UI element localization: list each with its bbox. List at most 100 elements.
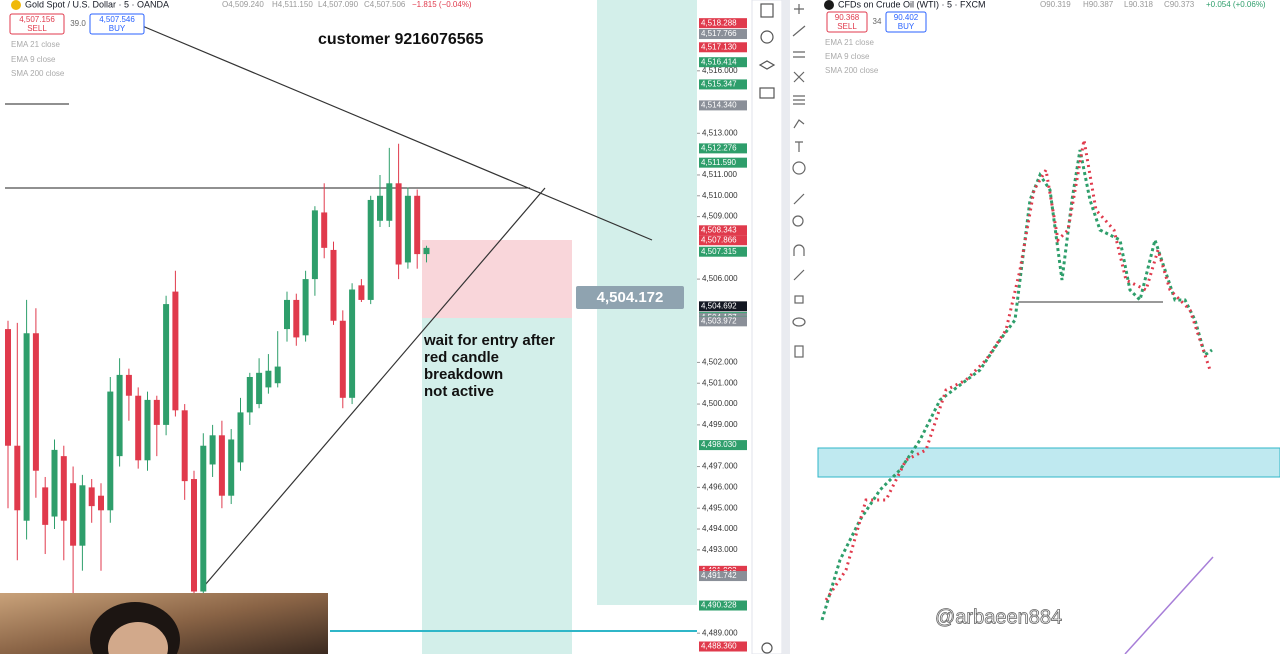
price-tag-label: 4,517.766 [701,29,737,38]
candle-body [284,299,290,330]
price-tag [699,316,747,327]
candle-body [218,435,225,496]
price-tag [699,235,747,246]
price-tag-label: 4,488.360 [701,642,737,651]
ohlc: O4,509.240 [222,0,264,9]
candle-body [274,366,281,384]
y-tick-label: 4,513.000 [702,128,738,137]
price-tag [699,225,747,236]
ohlc: L4,507.090 [318,0,359,9]
left-plot [0,0,697,654]
tool-icon[interactable] [794,295,804,304]
ohlc: C4,507.506 [364,0,406,9]
candle-body [42,487,49,525]
candle-body [172,291,179,411]
tool-icon[interactable] [760,30,774,44]
ohlc: L90.318 [1124,0,1153,9]
tool-icon[interactable] [760,3,774,18]
y-tick-label: 4,511.000 [702,170,738,179]
candle-body [330,249,337,321]
price-tag [699,42,747,53]
candle-body [302,279,309,336]
sell-button[interactable] [826,11,868,33]
tool-icon[interactable] [793,119,805,129]
candle-body [237,412,244,463]
sell-price: 90.368 [835,13,860,22]
candle-body [23,333,30,521]
price-tag [699,440,747,451]
tool-icon[interactable] [759,87,775,99]
candle-body [32,333,39,471]
symbol: Gold Spot / U.S. Dollar · 5 · OANDA [25,0,169,9]
toolbar [751,0,783,655]
measure-label: 4,504.172 [597,289,664,306]
candle-body [51,449,58,517]
tool-icon[interactable] [793,269,805,281]
candle-body [125,374,132,396]
candle-body [228,439,235,496]
tool-icon[interactable] [792,215,804,227]
sell-label: SELL [27,24,47,33]
change: +0.054 (+0.06%) [1206,0,1266,9]
change: −1.815 (−0.04%) [412,0,472,9]
tool-icon[interactable] [795,141,803,152]
candle-body [70,483,77,546]
symbol-icon [11,0,21,10]
candles [5,143,430,607]
y-tick-label: 4,509.000 [702,212,738,221]
candle-body [88,487,95,507]
tool-icon[interactable] [793,95,805,105]
y-tick-label: 4,494.000 [702,524,738,533]
toolbar [790,0,816,654]
candle-body [404,195,411,263]
tool-icon[interactable] [792,317,806,327]
sell-button[interactable] [9,13,65,35]
tool-icon[interactable] [794,4,804,14]
measure-box [576,286,684,309]
price-tag-label: 4,511.590 [701,158,737,167]
tool-icon[interactable] [793,244,805,256]
candle-body [377,195,383,221]
price-tag [699,641,747,652]
indicator: EMA 21 close [11,40,60,49]
candle-body [60,456,67,521]
trend-line [204,187,546,586]
price-tag [699,29,747,40]
price-tag-label: 4,498.030 [701,440,737,449]
tool-icon[interactable] [758,60,776,70]
tool-icon[interactable] [794,345,804,358]
candle-body [98,495,104,511]
price-tag [699,571,747,582]
candle-body [144,399,151,461]
tool-icon[interactable] [793,71,805,83]
ohlc: H4,511.150 [272,0,313,9]
tool-icon[interactable] [761,642,773,654]
candle-body [349,289,356,398]
buy-button[interactable] [885,11,927,33]
buy-button[interactable] [89,13,145,35]
candle-body [14,445,21,511]
ohlc: O90.319 [1040,0,1071,9]
sell-label: SELL [837,22,857,31]
spread: 34 [873,17,882,26]
price-tag-label: 4,507.315 [701,247,737,256]
candle-body [321,212,328,248]
price-tag-label: 4,504.692 [701,301,737,310]
candle-body [265,370,272,388]
candle-body [116,374,123,457]
tool-icon[interactable] [792,25,806,37]
tool-icon[interactable] [793,51,805,58]
candle-body [153,399,160,425]
price-tag [699,143,747,154]
indicator: SMA 200 close [825,66,879,75]
symbol-icon [824,0,834,10]
candle-body [256,372,263,405]
tool-icon[interactable] [792,161,806,175]
buy-label: BUY [898,22,915,31]
price-tag-label: 4,515.347 [701,80,737,89]
tool-icon[interactable] [793,193,805,205]
trend-line [139,24,653,241]
y-tick-label: 4,502.000 [702,358,738,367]
spread: 39.0 [70,19,86,28]
price-tag-label: 4,508.343 [701,225,737,234]
